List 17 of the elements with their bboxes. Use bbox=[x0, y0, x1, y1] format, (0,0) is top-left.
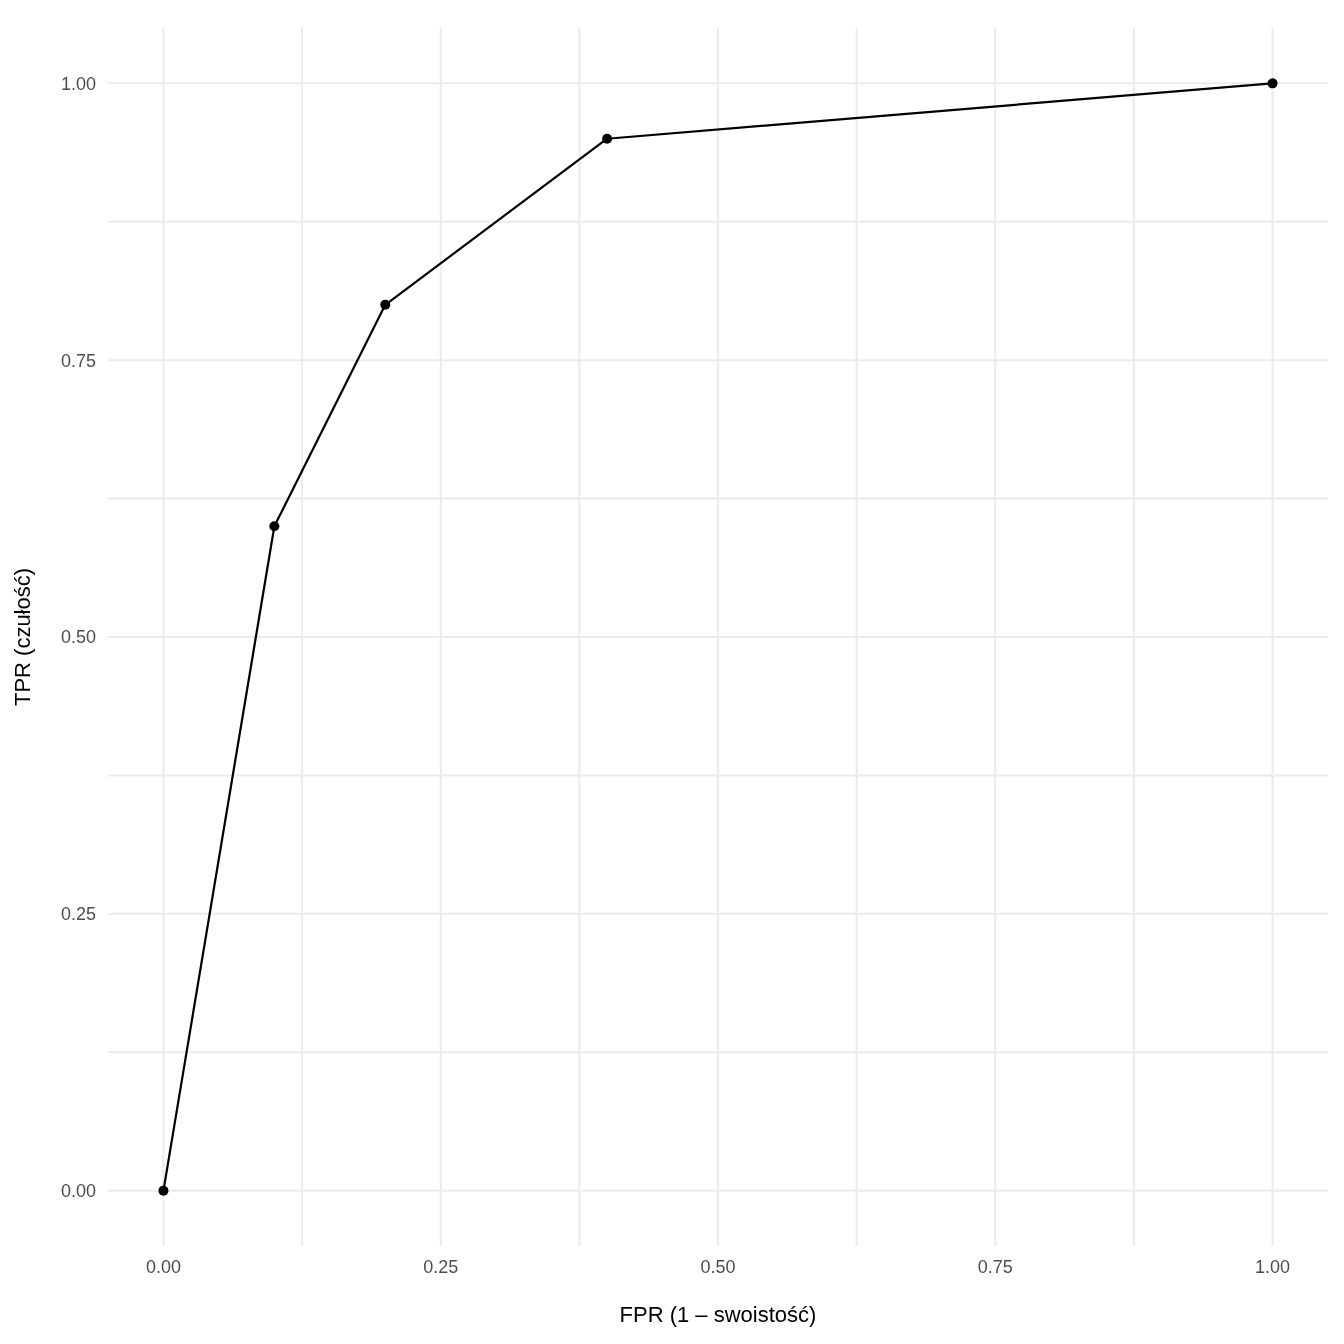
x-axis-title: FPR (1 – swoistość) bbox=[619, 1302, 817, 1327]
point bbox=[1267, 78, 1278, 89]
y-tick-label: 1.00 bbox=[60, 73, 96, 94]
point bbox=[602, 133, 613, 144]
point bbox=[269, 521, 280, 532]
y-tick-label: 0.50 bbox=[60, 627, 96, 648]
x-tick-label: 0.75 bbox=[977, 1256, 1013, 1277]
point bbox=[158, 1185, 169, 1196]
x-tick-label: 0.50 bbox=[700, 1256, 736, 1277]
x-tick-label: 0.25 bbox=[423, 1256, 459, 1277]
y-axis-title: TPR (czułość) bbox=[9, 567, 35, 707]
y-tick-label: 0.75 bbox=[60, 350, 96, 371]
y-tick-label: 0.25 bbox=[60, 904, 96, 925]
y-tick-label: 0.00 bbox=[60, 1181, 96, 1202]
point bbox=[380, 299, 391, 310]
x-tick-label: 0.00 bbox=[145, 1256, 181, 1277]
x-tick-label: 1.00 bbox=[1255, 1256, 1291, 1277]
